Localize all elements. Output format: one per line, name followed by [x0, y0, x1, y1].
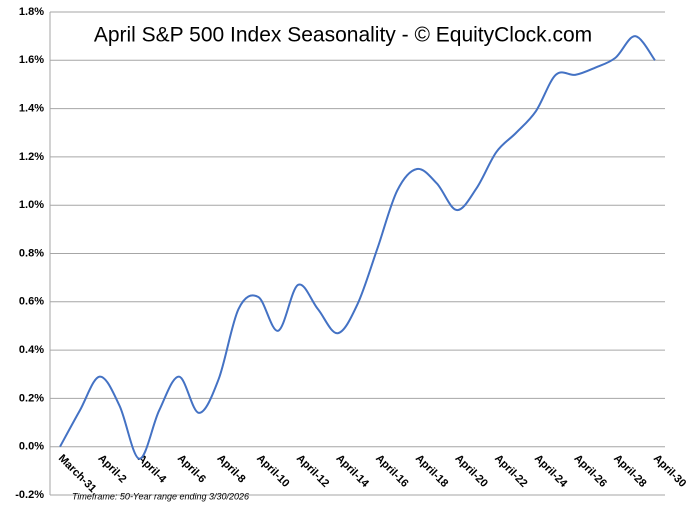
x-tick-label: April-12 — [294, 452, 331, 489]
y-tick-label: 0.0% — [19, 441, 44, 453]
chart-title: April S&P 500 Index Seasonality - © Equi… — [94, 24, 592, 47]
y-tick-label: 1.8% — [19, 6, 44, 18]
x-tick-label: April-20 — [452, 452, 489, 489]
x-tick-label: April-6 — [175, 452, 208, 485]
line — [59, 35, 656, 460]
y-tick-label: 0.4% — [19, 344, 44, 356]
x-tick-label: April-10 — [254, 452, 291, 489]
y-tick-label: 1.0% — [19, 199, 44, 211]
x-tick-label: April-26 — [571, 452, 608, 489]
y-tick-label: 0.6% — [19, 296, 44, 308]
y-tick-label: 0.8% — [19, 247, 44, 259]
x-tick-label: March-31 — [56, 452, 99, 495]
x-tick-label: April-30 — [651, 452, 688, 489]
x-tick-label: April-24 — [532, 452, 570, 490]
x-tick-label: April-22 — [492, 452, 529, 489]
footnote: Timeframe: 50-Year range ending 3/30/202… — [72, 491, 249, 501]
x-tick-label: April-4 — [135, 452, 169, 486]
y-tick-label: -0.2% — [15, 489, 44, 501]
x-tick-label: April-28 — [611, 452, 648, 489]
y-tick-label: 0.2% — [19, 392, 44, 404]
x-tick-label: April-2 — [95, 452, 128, 485]
x-tick-label: April-14 — [333, 452, 371, 490]
y-tick-label: 1.2% — [19, 151, 44, 163]
y-tick-label: 1.6% — [19, 54, 44, 66]
y-tick-label: 1.4% — [19, 103, 44, 115]
x-tick-label: April-16 — [373, 452, 410, 489]
x-tick-label: April-8 — [214, 452, 247, 485]
x-tick-label: April-18 — [413, 452, 450, 489]
